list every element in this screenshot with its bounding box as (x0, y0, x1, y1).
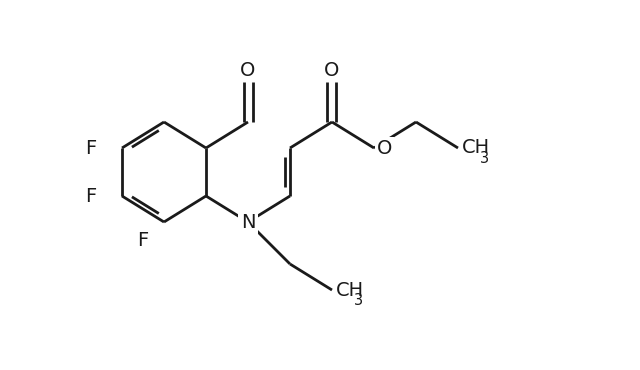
Text: CH: CH (336, 280, 364, 299)
Text: 3: 3 (480, 151, 489, 166)
Text: F: F (137, 231, 148, 249)
Text: O: O (324, 61, 340, 80)
Text: N: N (241, 212, 255, 232)
Text: O: O (377, 138, 392, 158)
Text: 3: 3 (354, 293, 363, 308)
Text: F: F (84, 186, 96, 205)
Text: O: O (240, 61, 256, 80)
Text: F: F (84, 138, 96, 158)
Text: CH: CH (462, 138, 490, 157)
